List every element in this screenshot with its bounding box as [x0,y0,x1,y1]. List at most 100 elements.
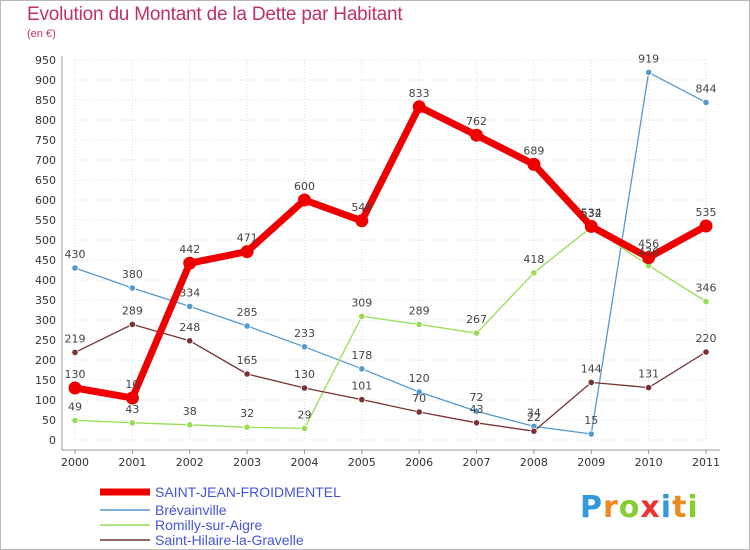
y-tick-label: 150 [35,374,56,387]
logo-letter: t [672,490,688,525]
data-point [240,245,254,259]
data-label: 38 [183,405,197,418]
data-point [699,219,713,233]
data-point [584,219,598,233]
data-point [183,256,197,270]
data-label: 285 [237,306,258,319]
data-point [297,193,311,207]
x-tick-label: 2003 [233,456,261,469]
data-point [415,320,423,328]
data-point [71,416,79,424]
data-point [412,100,426,114]
data-point [415,388,423,396]
legend-entry: Romilly-sur-Aigre [155,517,263,533]
data-point [355,214,369,228]
data-label: 233 [294,327,315,340]
y-tick-label: 250 [35,334,56,347]
data-point [243,423,251,431]
data-label: 220 [696,332,717,345]
data-point [530,427,538,435]
data-label: 219 [65,332,86,345]
data-label: 380 [122,268,143,281]
series-1 [71,68,710,438]
data-label: 144 [581,362,602,375]
data-label: 535 [696,206,717,219]
data-point [472,329,481,337]
data-label: 436 [638,246,659,259]
x-tick-label: 2008 [520,456,548,469]
logo-letter: o [618,490,641,525]
chart-unit: (en €) [27,28,56,40]
data-point [68,381,82,395]
data-label: 130 [65,368,86,381]
y-tick-label: 600 [35,194,56,207]
series-line [74,323,707,432]
x-tick-label: 2009 [577,456,605,469]
data-label: 10 [125,378,139,391]
data-labels: 130 10 442 471 600 548 833 762 689 534 456 535 430 38… [65,52,717,427]
data-point [358,395,366,404]
data-point [300,424,309,432]
data-point [527,157,541,171]
logo-letter: P [580,490,603,525]
data-point [702,297,710,306]
y-tick-label: 100 [35,394,56,407]
data-label: 471 [237,232,258,245]
data-label: 430 [65,248,86,261]
data-point [530,269,538,277]
series-3 [71,320,710,435]
y-tick-label: 350 [35,294,56,307]
data-label: 442 [179,243,200,256]
data-point [243,322,251,330]
data-label: 120 [409,372,430,385]
data-label: 689 [523,144,544,157]
data-label: 833 [409,87,430,100]
series-line [74,103,708,402]
data-label: 178 [351,349,372,362]
data-point [702,348,710,356]
data-label: 762 [466,115,487,128]
data-point [702,98,710,107]
data-label: 600 [294,180,315,193]
legend-entry: Brévainville [155,502,227,518]
y-tick-label: 700 [35,154,56,167]
data-point [128,284,136,292]
x-tick-label: 2007 [463,456,491,469]
y-tick-label: 650 [35,174,56,187]
data-point [186,421,194,429]
data-label: 289 [409,304,430,317]
logo-letter: i [660,490,673,525]
data-point [71,264,79,272]
data-point [587,378,595,386]
data-point [642,251,656,265]
x-tick-label: 2011 [692,456,720,469]
data-label: 101 [351,380,372,393]
legend-entry: Saint-Hilaire-la-Gravelle [155,532,304,548]
proxiti-logo: Proxiti [580,490,699,525]
logo-letter: i [687,490,699,525]
y-tick-label: 500 [35,234,56,247]
data-label: 22 [527,411,541,424]
data-label: 919 [638,52,659,65]
data-point [300,384,309,392]
data-label: 29 [297,408,311,421]
data-point [125,391,139,405]
x-tick-label: 2001 [118,456,146,469]
x-tick-label: 2005 [348,456,376,469]
x-tick-label: 2010 [635,456,663,469]
data-label: 248 [179,321,200,334]
legend-entry: SAINT-JEAN-FROIDMENTEL [155,484,341,500]
data-point [243,370,251,378]
data-label: 418 [523,253,544,266]
data-point [128,419,136,427]
data-point [645,68,653,77]
y-tick-label: 200 [35,354,56,367]
data-point [300,343,309,351]
axes: 0 50 100 150 200 250 300 350 400 450 500 550 600 650 7… [35,54,720,469]
x-tick-label: 2006 [405,456,433,469]
data-label: 532 [581,207,602,220]
data-label: 346 [696,282,717,295]
y-tick-label: 300 [35,314,56,327]
